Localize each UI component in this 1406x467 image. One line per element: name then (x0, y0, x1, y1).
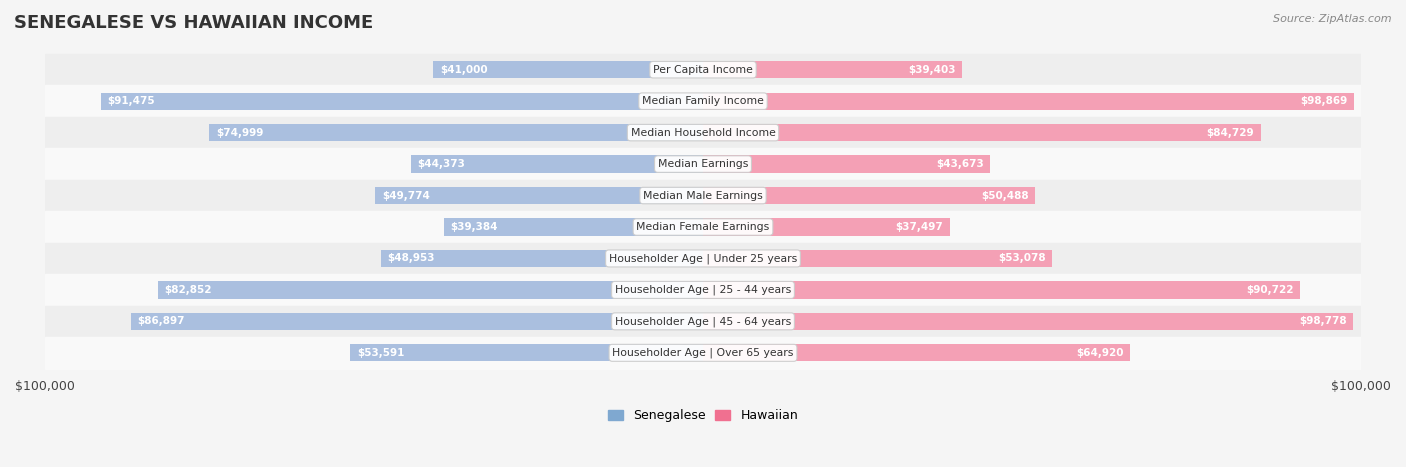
Bar (45, 180, 1361, 211)
Text: Source: ZipAtlas.com: Source: ZipAtlas.com (1274, 14, 1392, 24)
Bar (703, 61, 962, 78)
Text: $50,488: $50,488 (981, 191, 1029, 200)
Bar (45, 305, 1361, 337)
Text: Median Earnings: Median Earnings (658, 159, 748, 169)
Bar (703, 281, 1301, 298)
Text: Householder Age | Under 25 years: Householder Age | Under 25 years (609, 253, 797, 264)
Bar (703, 219, 950, 236)
Text: Median Household Income: Median Household Income (630, 127, 776, 138)
Bar (444, 219, 703, 236)
Text: $41,000: $41,000 (440, 65, 488, 75)
Text: $48,953: $48,953 (388, 254, 434, 263)
Text: Median Male Earnings: Median Male Earnings (643, 191, 763, 200)
Bar (411, 156, 703, 173)
Text: Householder Age | Over 65 years: Householder Age | Over 65 years (612, 347, 794, 358)
Text: $53,078: $53,078 (998, 254, 1046, 263)
Bar (703, 92, 1354, 110)
Text: Per Capita Income: Per Capita Income (652, 65, 754, 75)
Text: $64,920: $64,920 (1076, 348, 1123, 358)
Bar (375, 187, 703, 204)
Bar (350, 344, 703, 361)
Text: Median Female Earnings: Median Female Earnings (637, 222, 769, 232)
Legend: Senegalese, Hawaiian: Senegalese, Hawaiian (603, 404, 803, 427)
Bar (45, 337, 1361, 368)
Text: $86,897: $86,897 (138, 316, 186, 326)
Bar (703, 187, 1035, 204)
Bar (45, 243, 1361, 274)
Text: $98,778: $98,778 (1299, 316, 1347, 326)
Text: Median Family Income: Median Family Income (643, 96, 763, 106)
Bar (45, 211, 1361, 243)
Text: $84,729: $84,729 (1206, 127, 1254, 138)
Bar (131, 313, 703, 330)
Text: $39,384: $39,384 (450, 222, 498, 232)
Bar (45, 274, 1361, 305)
Text: Householder Age | 25 - 44 years: Householder Age | 25 - 44 years (614, 285, 792, 295)
Bar (703, 250, 1052, 267)
Bar (433, 61, 703, 78)
Bar (703, 156, 990, 173)
Bar (45, 149, 1361, 180)
Text: $98,869: $98,869 (1299, 96, 1347, 106)
Text: $43,673: $43,673 (936, 159, 984, 169)
Text: $90,722: $90,722 (1246, 285, 1294, 295)
Bar (101, 92, 703, 110)
Bar (45, 54, 1361, 85)
Text: $53,591: $53,591 (357, 348, 405, 358)
Bar (703, 344, 1130, 361)
Text: $91,475: $91,475 (108, 96, 155, 106)
Bar (157, 281, 703, 298)
Text: $39,403: $39,403 (908, 65, 956, 75)
Text: $49,774: $49,774 (382, 191, 430, 200)
Text: $44,373: $44,373 (418, 159, 465, 169)
Bar (381, 250, 703, 267)
Text: SENEGALESE VS HAWAIIAN INCOME: SENEGALESE VS HAWAIIAN INCOME (14, 14, 374, 32)
Bar (45, 117, 1361, 149)
Text: Householder Age | 45 - 64 years: Householder Age | 45 - 64 years (614, 316, 792, 326)
Text: $37,497: $37,497 (896, 222, 943, 232)
Text: $82,852: $82,852 (165, 285, 212, 295)
Text: $74,999: $74,999 (217, 127, 263, 138)
Bar (703, 313, 1353, 330)
Bar (703, 124, 1261, 142)
Bar (45, 85, 1361, 117)
Bar (209, 124, 703, 142)
